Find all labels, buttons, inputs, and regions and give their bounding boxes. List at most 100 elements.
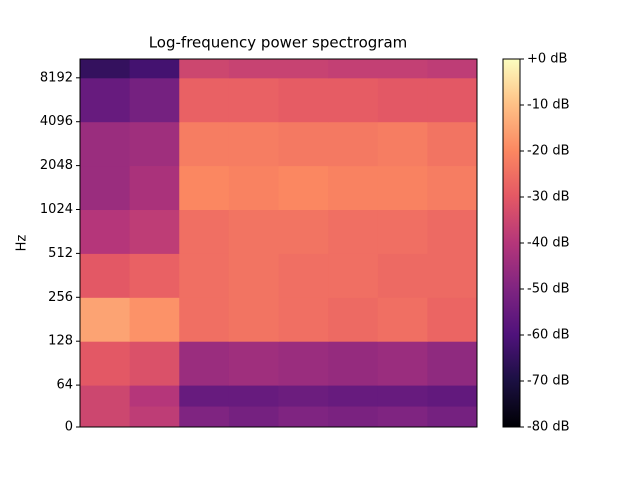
spectrogram-cell (427, 59, 478, 79)
spectrogram-cell (278, 59, 329, 79)
spectrogram-cell (129, 253, 180, 298)
y-tick-label: 512 (48, 246, 73, 261)
spectrogram-cell (328, 121, 379, 167)
spectrogram-cell (129, 59, 180, 79)
spectrogram-cell (377, 165, 428, 211)
spectrogram-cell (179, 165, 230, 211)
spectrogram-cell (278, 385, 329, 407)
spectrogram-cell (80, 209, 131, 254)
y-tick-label: 64 (56, 378, 73, 393)
spectrogram-cell (328, 59, 379, 79)
colorbar-tick-label: -60 dB (527, 328, 570, 343)
spectrogram-cell (427, 341, 478, 386)
chart-title: Log-frequency power spectrogram (149, 34, 408, 52)
spectrogram-cell (228, 77, 279, 123)
spectrogram-cell (129, 385, 180, 407)
spectrogram-cell (427, 77, 478, 123)
spectrogram-cell (179, 77, 230, 123)
spectrogram-cell (129, 406, 180, 428)
spectrogram-cell (377, 59, 428, 79)
spectrogram-cell (179, 209, 230, 254)
spectrogram-cell (278, 406, 329, 428)
spectrogram-cell (228, 341, 279, 386)
spectrogram-cell (80, 77, 131, 123)
spectrogram-cell (427, 406, 478, 428)
spectrogram-cell (228, 59, 279, 79)
y-tick-label: 128 (48, 334, 73, 349)
y-tick-label: 256 (48, 290, 73, 305)
spectrogram-cell (377, 385, 428, 407)
spectrogram-cell (427, 297, 478, 342)
spectrogram-cell (179, 121, 230, 167)
spectrogram-cell (278, 77, 329, 123)
spectrogram-cell (228, 121, 279, 167)
spectrogram-cell (129, 297, 180, 342)
spectrogram-cell (80, 59, 131, 79)
spectrogram-cell (328, 77, 379, 123)
plot-frame (79, 58, 478, 428)
spectrogram-cell (427, 385, 478, 407)
spectrogram-cell (228, 253, 279, 298)
spectrogram-cell (427, 165, 478, 211)
spectrogram-cell (377, 341, 428, 386)
spectrogram-cell (179, 59, 230, 79)
spectrogram-cell (427, 209, 478, 254)
spectrogram-cell (328, 385, 379, 407)
spectrogram-cell (228, 165, 279, 211)
spectrogram-cell (179, 297, 230, 342)
spectrogram-cell (228, 297, 279, 342)
y-tick-label: 8192 (40, 70, 73, 85)
spectrogram-cell (377, 121, 428, 167)
colorbar-tick-label: -20 dB (527, 144, 570, 159)
spectrogram-cell (129, 165, 180, 211)
spectrogram-cell (228, 385, 279, 407)
spectrogram-cell (228, 209, 279, 254)
spectrogram-cell (179, 406, 230, 428)
spectrogram-cell (129, 341, 180, 386)
colorbar-tick-label: -10 dB (527, 98, 570, 113)
y-tick-label: 1024 (40, 202, 73, 217)
spectrogram-cell (80, 165, 131, 211)
y-tick-label: 4096 (40, 114, 73, 129)
colorbar-tick-label: -80 dB (527, 420, 570, 435)
spectrogram-cell (80, 253, 131, 298)
y-tick-label: 0 (65, 420, 73, 435)
spectrogram-cell (328, 165, 379, 211)
colorbar-tick-label: -50 dB (527, 282, 570, 297)
spectrogram-cell (278, 121, 329, 167)
spectrogram-cell (328, 209, 379, 254)
y-tick-label: 2048 (40, 158, 73, 173)
spectrogram-cell (129, 121, 180, 167)
spectrogram-cell (328, 297, 379, 342)
spectrogram-cell (377, 209, 428, 254)
spectrogram-cell (278, 165, 329, 211)
spectrogram-cell (129, 209, 180, 254)
spectrogram-cell (377, 77, 428, 123)
colorbar-tick-label: +0 dB (527, 52, 567, 67)
spectrogram-cell (427, 121, 478, 167)
spectrogram-cell (179, 385, 230, 407)
spectrogram-cell (377, 297, 428, 342)
spectrogram-cell (80, 406, 131, 428)
spectrogram-cell (80, 121, 131, 167)
spectrogram-cell (80, 297, 131, 342)
spectrogram-cell (328, 406, 379, 428)
spectrogram-cell (377, 253, 428, 298)
spectrogram-cell (427, 253, 478, 298)
spectrogram-cell (80, 341, 131, 386)
colorbar-tick-label: -40 dB (527, 236, 570, 251)
spectrogram-cell (278, 341, 329, 386)
spectrogram-cell (328, 253, 379, 298)
y-axis-label: Hz (15, 235, 30, 252)
colorbar-tick-label: -30 dB (527, 190, 570, 205)
spectrogram-cell (80, 385, 131, 407)
colorbar (502, 58, 521, 428)
spectrogram-cell (129, 77, 180, 123)
spectrogram-cell (278, 253, 329, 298)
spectrogram-cell (228, 406, 279, 428)
spectrogram-cell (179, 341, 230, 386)
spectrogram-cell (377, 406, 428, 428)
colorbar-tick-label: -70 dB (527, 374, 570, 389)
spectrogram-cell (278, 297, 329, 342)
